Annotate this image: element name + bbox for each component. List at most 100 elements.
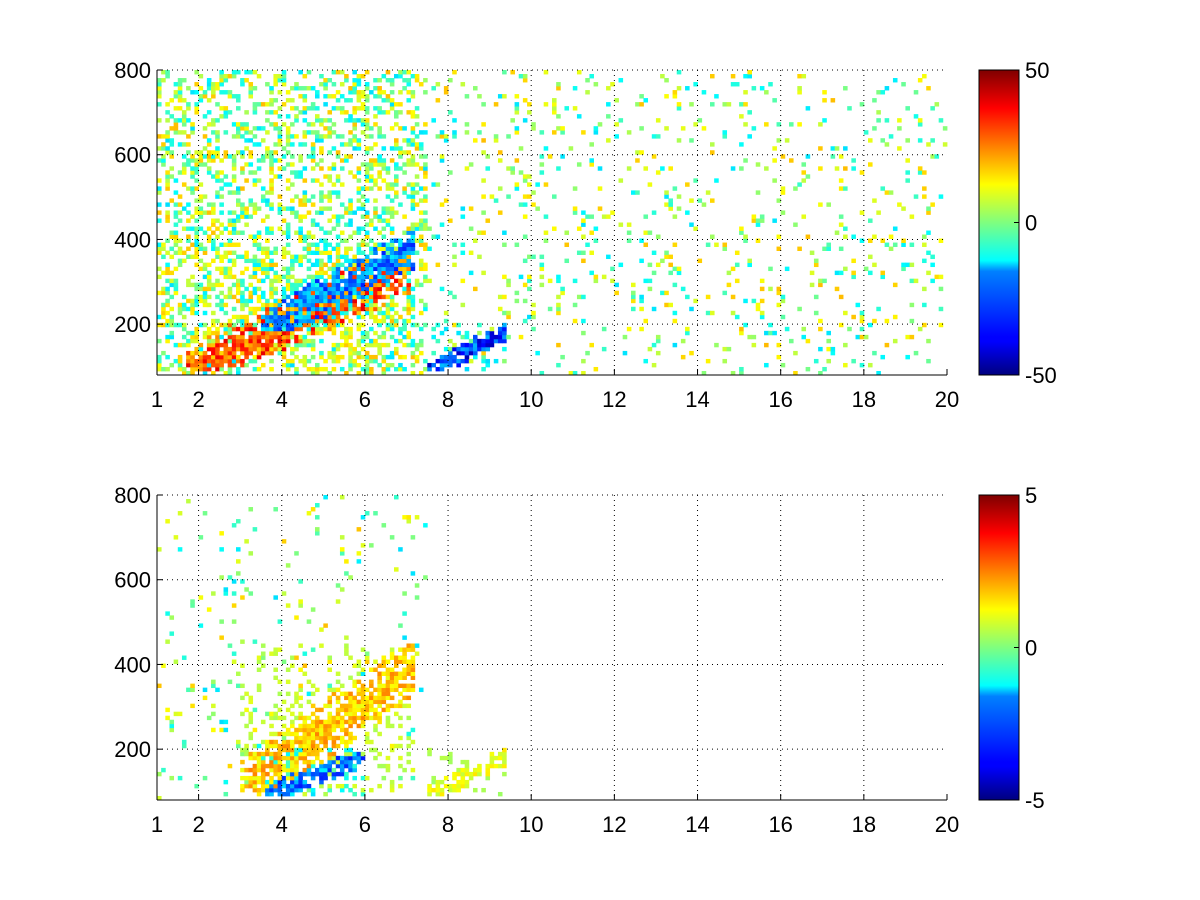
heatmap-cell bbox=[294, 751, 299, 757]
heatmap-cell bbox=[290, 162, 295, 167]
heatmap-cell bbox=[256, 775, 262, 781]
heatmap-cell bbox=[256, 334, 262, 340]
heatmap-cell bbox=[356, 138, 362, 143]
heatmap-cell bbox=[369, 286, 374, 292]
heatmap-cell bbox=[335, 250, 341, 255]
heatmap-cell bbox=[177, 142, 183, 147]
heatmap-cell bbox=[377, 258, 382, 264]
heatmap-cell bbox=[888, 190, 894, 195]
heatmap-cell bbox=[273, 310, 278, 316]
heatmap-cell bbox=[643, 242, 649, 247]
heatmap-cell bbox=[360, 775, 366, 781]
heatmap-cell bbox=[298, 278, 303, 284]
heatmap-cell bbox=[884, 342, 890, 348]
heatmap-cell bbox=[202, 154, 208, 159]
heatmap-cell bbox=[522, 74, 528, 79]
heatmap-cell bbox=[356, 679, 362, 685]
heatmap-cell bbox=[211, 246, 216, 251]
heatmap-cell bbox=[672, 282, 678, 288]
heatmap-cell bbox=[464, 366, 470, 372]
heatmap-cell bbox=[269, 342, 274, 348]
heatmap-cell bbox=[394, 366, 399, 372]
heatmap-cell bbox=[352, 306, 357, 312]
heatmap-cell bbox=[364, 731, 370, 737]
heatmap-cell bbox=[560, 354, 565, 360]
heatmap-cell bbox=[373, 142, 378, 147]
heatmap-cell bbox=[360, 354, 366, 360]
heatmap-cell bbox=[215, 138, 220, 143]
heatmap-cell bbox=[377, 703, 382, 709]
heatmap-cell bbox=[269, 358, 274, 364]
heatmap-cell bbox=[194, 234, 199, 239]
heatmap-cell bbox=[389, 226, 395, 231]
heatmap-cell bbox=[231, 226, 237, 231]
heatmap-cell bbox=[190, 306, 195, 312]
heatmap-cell bbox=[410, 354, 416, 360]
heatmap-cell bbox=[581, 370, 586, 376]
heatmap-cell bbox=[323, 495, 328, 500]
heatmap-cell bbox=[410, 294, 416, 300]
heatmap-cell bbox=[198, 282, 204, 288]
heatmap-cell bbox=[244, 110, 249, 115]
heatmap-cell bbox=[755, 162, 761, 167]
heatmap-cell bbox=[456, 346, 461, 352]
heatmap-cell bbox=[236, 106, 241, 111]
heatmap-cell bbox=[310, 306, 316, 312]
heatmap-cell bbox=[697, 258, 703, 264]
y-tick-label: 400 bbox=[114, 652, 151, 677]
heatmap-cell bbox=[285, 178, 291, 183]
heatmap-cell bbox=[215, 358, 220, 364]
heatmap-cell bbox=[215, 234, 220, 239]
heatmap-cell bbox=[302, 747, 308, 753]
heatmap-cell bbox=[306, 70, 312, 75]
heatmap-cell bbox=[518, 170, 524, 175]
heatmap-cell bbox=[248, 294, 254, 300]
heatmap-cell bbox=[377, 751, 382, 757]
heatmap-cell bbox=[256, 242, 262, 247]
heatmap-cell bbox=[227, 230, 233, 235]
heatmap-cell bbox=[202, 250, 208, 255]
heatmap-cell bbox=[281, 314, 287, 320]
heatmap-cell bbox=[248, 507, 254, 512]
heatmap-cell bbox=[165, 138, 170, 143]
heatmap-cell bbox=[672, 90, 678, 95]
heatmap-cell bbox=[260, 755, 266, 761]
heatmap-cell bbox=[477, 346, 482, 352]
heatmap-cell bbox=[360, 250, 366, 255]
heatmap-cell bbox=[643, 166, 649, 171]
heatmap-cell bbox=[489, 342, 495, 348]
heatmap-cell bbox=[315, 242, 320, 247]
heatmap-cell bbox=[373, 314, 378, 320]
heatmap-cell bbox=[685, 330, 690, 336]
heatmap-cell bbox=[838, 186, 844, 191]
heatmap-cell bbox=[339, 302, 345, 308]
heatmap-cell bbox=[298, 334, 303, 340]
heatmap-cell bbox=[352, 703, 357, 709]
heatmap-cell bbox=[331, 366, 337, 372]
heatmap-cell bbox=[344, 142, 349, 147]
heatmap-cell bbox=[651, 134, 657, 139]
heatmap-cell bbox=[751, 214, 757, 219]
heatmap-cell bbox=[231, 326, 237, 332]
heatmap-cell bbox=[755, 218, 761, 223]
heatmap-cell bbox=[211, 158, 216, 163]
heatmap-cell bbox=[277, 743, 283, 749]
heatmap-cell bbox=[310, 146, 316, 151]
heatmap-cell bbox=[219, 306, 224, 312]
heatmap-cell bbox=[298, 302, 303, 308]
heatmap-cell bbox=[231, 350, 237, 356]
heatmap-cell bbox=[389, 695, 395, 701]
heatmap-cell bbox=[302, 194, 308, 199]
heatmap-cell bbox=[206, 274, 212, 280]
heatmap-cell bbox=[560, 286, 565, 292]
heatmap-cell bbox=[739, 230, 744, 235]
heatmap-cell bbox=[215, 250, 220, 255]
heatmap-cell bbox=[294, 759, 299, 765]
heatmap-cell bbox=[227, 190, 233, 195]
heatmap-cell bbox=[926, 358, 931, 364]
heatmap-cell bbox=[277, 759, 283, 765]
heatmap-cell bbox=[281, 122, 287, 127]
heatmap-cell bbox=[244, 178, 249, 183]
heatmap-cell bbox=[231, 262, 237, 268]
heatmap-cell bbox=[843, 362, 848, 368]
